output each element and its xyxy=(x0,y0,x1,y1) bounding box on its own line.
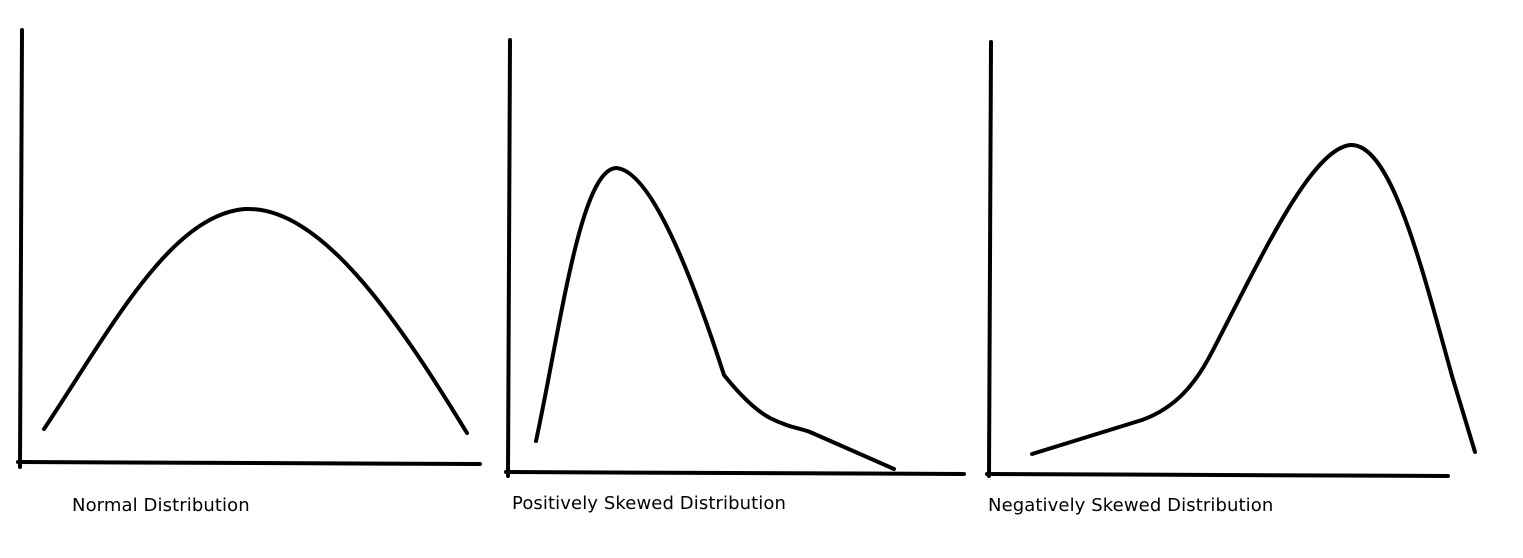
normal-curve xyxy=(42,206,469,435)
caption-negatively-skewed-distribution: Negatively Skewed Distribution xyxy=(988,495,1274,516)
negative-x-axis xyxy=(985,472,1450,478)
normal-x-axis xyxy=(16,460,482,466)
negative-curve xyxy=(1030,142,1477,456)
panel-negative xyxy=(985,40,1477,478)
caption-normal-distribution: Normal Distribution xyxy=(72,495,250,516)
panel-normal xyxy=(16,28,482,469)
normal-y-axis xyxy=(18,28,24,469)
positive-curve xyxy=(534,166,896,471)
panel-positive xyxy=(504,38,966,478)
positive-y-axis xyxy=(506,38,512,478)
negative-y-axis xyxy=(987,40,993,478)
caption-positively-skewed-distribution: Positively Skewed Distribution xyxy=(512,493,787,514)
positive-x-axis xyxy=(504,470,966,476)
